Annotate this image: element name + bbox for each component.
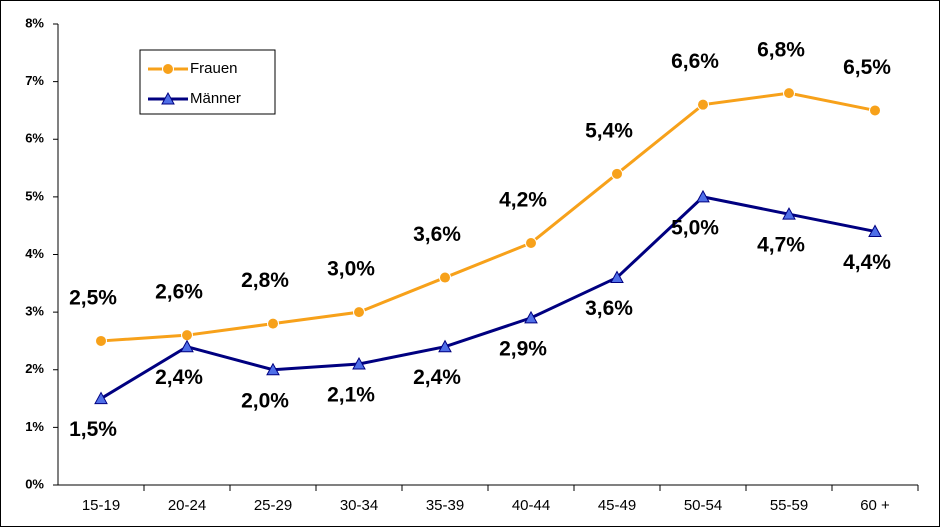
x-tick-label: 20-24: [168, 497, 206, 514]
data-label: 6,8%: [757, 39, 805, 62]
series-line: [100, 195, 876, 400]
x-tick-label: 40-44: [512, 497, 550, 514]
series-line: [100, 91, 876, 343]
x-tick-label: 60 +: [860, 497, 890, 514]
marker: [439, 271, 451, 284]
data-label: 2,6%: [155, 281, 203, 304]
data-label: 6,6%: [671, 50, 719, 73]
data-label: 2,8%: [241, 269, 289, 292]
marker: [266, 362, 280, 376]
series: 2,5% 2,6% 2,8% 3,0% 3,6% 4,2% 5,4% 6,6% 6,8% 6,5%: [69, 39, 891, 347]
marker: [180, 339, 194, 353]
data-label: 2,4%: [413, 366, 461, 389]
data-label: 4,4%: [843, 251, 891, 274]
data-label: 3,6%: [413, 223, 461, 246]
data-label: 1,5%: [69, 418, 117, 441]
y-tick-label: 6%: [25, 131, 44, 146]
marker: [524, 310, 538, 324]
y-tick-label: 5%: [25, 188, 44, 203]
y-tick-label: 4%: [25, 246, 44, 261]
marker: [438, 339, 452, 353]
y-tick-label: 0%: [25, 476, 44, 491]
data-label: 2,4%: [155, 366, 203, 389]
x-tick-label: 15-19: [82, 497, 120, 514]
marker: [783, 87, 795, 100]
data-label: 3,0%: [327, 258, 375, 281]
y-tick-label: 8%: [25, 15, 44, 30]
x-tick-label: 30-34: [340, 497, 378, 514]
data-label: 2,0%: [241, 389, 289, 412]
marker: [181, 329, 193, 342]
x-tick-label: 25-29: [254, 497, 292, 514]
marker: [95, 334, 107, 347]
marker: [610, 270, 624, 284]
series: 1,5% 2,4% 2,0% 2,1% 2,4% 2,9% 3,6% 5,0% 4,7% 4,4%: [69, 189, 891, 441]
marker: [611, 167, 623, 180]
data-label: 5,4%: [585, 119, 633, 142]
legend-label: Männer: [190, 90, 241, 107]
data-label: 6,5%: [843, 56, 891, 79]
x-tick-label: 55-59: [770, 497, 808, 514]
y-tick-label: 7%: [25, 73, 44, 88]
data-label: 3,6%: [585, 297, 633, 320]
marker: [267, 317, 279, 330]
x-tick-label: 35-39: [426, 497, 464, 514]
marker: [782, 207, 796, 220]
marker: [352, 356, 366, 370]
data-label: 2,1%: [327, 384, 375, 407]
data-label: 2,9%: [499, 337, 547, 360]
marker: [697, 98, 709, 111]
marker: [868, 224, 882, 237]
y-tick-label: 3%: [25, 304, 44, 319]
x-tick-label: 45-49: [598, 497, 636, 514]
legend-label: Frauen: [190, 60, 238, 77]
marker: [869, 104, 881, 117]
legend-marker: [162, 63, 174, 75]
marker: [525, 236, 537, 249]
data-label: 4,2%: [499, 189, 547, 212]
data-label: 5,0%: [671, 216, 719, 239]
marker: [696, 189, 710, 203]
data-label: 4,7%: [757, 234, 805, 257]
data-label: 2,5%: [69, 286, 117, 309]
marker: [94, 391, 108, 405]
legend-marker: [161, 91, 175, 105]
marker: [353, 306, 365, 319]
y-tick-label: 2%: [25, 361, 44, 376]
y-tick-label: 1%: [25, 419, 44, 434]
x-tick-label: 50-54: [684, 497, 722, 514]
